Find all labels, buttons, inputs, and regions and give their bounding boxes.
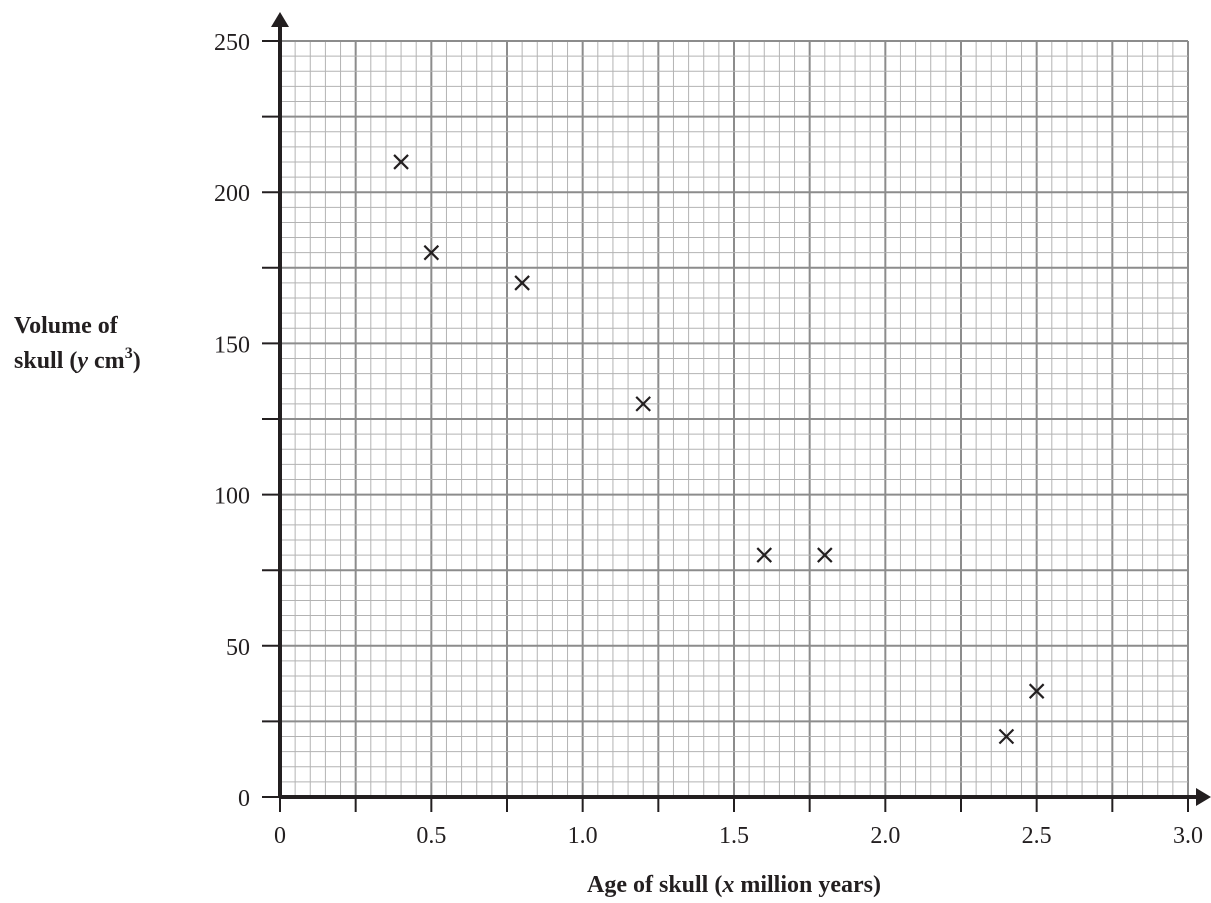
grid	[279, 40, 1189, 798]
data-points	[393, 154, 1045, 745]
data-point	[756, 547, 773, 563]
data-point	[514, 275, 530, 291]
y-axis-arrow	[271, 12, 289, 27]
data-point	[635, 396, 651, 412]
x-tick-label: 0.5	[416, 823, 446, 849]
x-tick-label: 3.0	[1173, 823, 1203, 849]
y-tick-label: 150	[214, 332, 250, 358]
data-point	[998, 728, 1015, 745]
y-axis-title: Volume of skull (y cm3)	[14, 313, 141, 374]
y-tick-label: 50	[226, 635, 250, 661]
x-tick-label: 1.5	[719, 823, 749, 849]
y-tick-label: 100	[214, 484, 250, 510]
x-tick-label: 2.0	[870, 823, 900, 849]
y-axis-title-line2: skull (y cm3)	[14, 345, 141, 374]
data-point	[1028, 683, 1045, 699]
x-tick-label: 2.5	[1022, 823, 1052, 849]
data-point	[423, 244, 440, 261]
tick-labels: 0 0.5 1.0 1.5 2.0 2.5 3.0 0 50 100 150 200 250	[214, 30, 1203, 849]
data-point	[817, 547, 833, 563]
x-tick-label: 0	[274, 823, 286, 849]
y-tick-label: 0	[238, 786, 250, 812]
x-axis-arrow	[1196, 788, 1211, 806]
x-tick-label: 1.0	[568, 823, 598, 849]
axes	[262, 12, 1211, 812]
y-tick-label: 200	[214, 181, 250, 207]
data-point	[393, 154, 409, 170]
y-axis-title-line1: Volume of	[14, 313, 119, 339]
y-tick-label: 250	[214, 30, 250, 56]
x-axis-title: Age of skull (x million years)	[587, 872, 881, 898]
